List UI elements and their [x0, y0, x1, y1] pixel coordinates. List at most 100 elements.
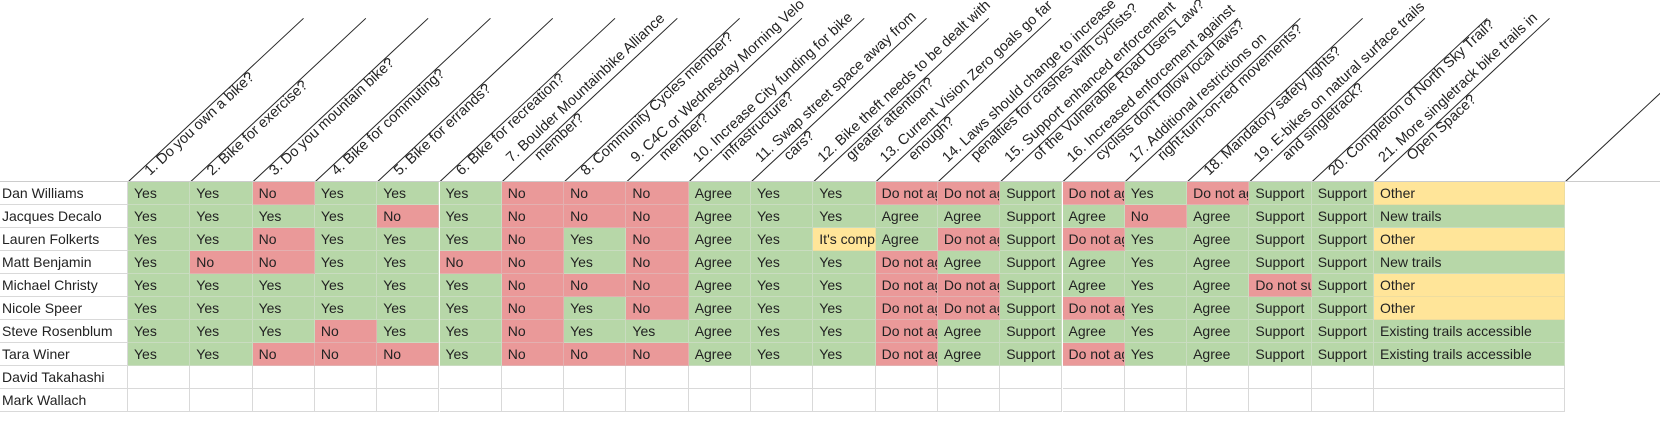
- response-cell[interactable]: No: [501, 205, 565, 228]
- response-cell[interactable]: Do not agree: [937, 297, 1001, 320]
- response-cell[interactable]: Yes: [190, 297, 253, 320]
- response-cell[interactable]: Agree: [688, 251, 751, 274]
- response-cell[interactable]: [314, 389, 378, 412]
- response-cell[interactable]: Agree: [937, 343, 1001, 366]
- response-cell[interactable]: Support: [1249, 251, 1312, 274]
- response-cell[interactable]: No: [501, 297, 565, 320]
- response-cell[interactable]: [875, 366, 938, 389]
- response-cell[interactable]: Yes: [128, 274, 191, 297]
- response-cell[interactable]: [377, 389, 440, 412]
- response-cell[interactable]: Yes: [128, 251, 191, 274]
- response-cell[interactable]: Agree: [688, 205, 751, 228]
- response-cell[interactable]: No: [501, 228, 565, 251]
- response-cell[interactable]: Yes: [813, 320, 876, 343]
- response-cell[interactable]: Agree: [688, 274, 751, 297]
- response-cell[interactable]: No: [501, 320, 565, 343]
- response-cell[interactable]: Do not agree: [937, 228, 1001, 251]
- response-cell[interactable]: [501, 389, 565, 412]
- response-cell[interactable]: No: [564, 274, 627, 297]
- response-cell[interactable]: Agree: [937, 251, 1001, 274]
- response-cell[interactable]: Existing trails accessible: [1374, 343, 1565, 366]
- response-cell[interactable]: Yes: [252, 274, 315, 297]
- response-cell[interactable]: Yes: [564, 320, 627, 343]
- response-cell[interactable]: Yes: [314, 182, 378, 205]
- question-header-8[interactable]: 8. Community Cycles member?: [578, 29, 737, 179]
- response-cell[interactable]: Agree: [1062, 320, 1125, 343]
- response-cell[interactable]: Agree: [1062, 205, 1125, 228]
- response-cell[interactable]: [190, 389, 253, 412]
- response-cell[interactable]: Yes: [751, 297, 814, 320]
- response-cell[interactable]: Yes: [377, 320, 440, 343]
- response-cell[interactable]: Do not agree: [875, 297, 938, 320]
- response-cell[interactable]: Yes: [439, 320, 502, 343]
- response-cell[interactable]: Yes: [751, 320, 814, 343]
- response-cell[interactable]: It's complicated: [813, 228, 876, 251]
- respondent-name[interactable]: Mark Wallach: [0, 389, 128, 412]
- response-cell[interactable]: Agree: [937, 320, 1001, 343]
- response-cell[interactable]: Agree: [1062, 251, 1125, 274]
- response-cell[interactable]: Agree: [1187, 343, 1250, 366]
- response-cell[interactable]: No: [626, 182, 689, 205]
- question-header-1[interactable]: 1. Do you own a bike?: [142, 69, 258, 179]
- response-cell[interactable]: Agree: [937, 205, 1001, 228]
- response-cell[interactable]: Other: [1374, 182, 1565, 205]
- response-cell[interactable]: Support: [1311, 343, 1374, 366]
- respondent-name[interactable]: David Takahashi: [0, 366, 128, 389]
- response-cell[interactable]: No: [501, 274, 565, 297]
- response-cell[interactable]: Do not agree: [937, 182, 1001, 205]
- respondent-name[interactable]: Jacques Decalo: [0, 205, 128, 228]
- response-cell[interactable]: [1249, 366, 1312, 389]
- response-cell[interactable]: Support: [1249, 228, 1312, 251]
- response-cell[interactable]: No: [314, 320, 378, 343]
- response-cell[interactable]: Do not agree: [1062, 343, 1125, 366]
- response-cell[interactable]: Agree: [688, 228, 751, 251]
- response-cell[interactable]: No: [252, 228, 315, 251]
- response-cell[interactable]: [314, 366, 378, 389]
- response-cell[interactable]: Yes: [813, 343, 876, 366]
- response-cell[interactable]: [813, 389, 876, 412]
- response-cell[interactable]: Support: [1249, 297, 1312, 320]
- response-cell[interactable]: No: [564, 182, 627, 205]
- response-cell[interactable]: Do not agree: [875, 182, 938, 205]
- response-cell[interactable]: Yes: [439, 182, 502, 205]
- response-cell[interactable]: Yes: [128, 320, 191, 343]
- response-cell[interactable]: Do not agree: [1187, 182, 1250, 205]
- response-cell[interactable]: [1311, 366, 1374, 389]
- response-cell[interactable]: Yes: [1124, 251, 1188, 274]
- response-cell[interactable]: Yes: [314, 297, 378, 320]
- response-cell[interactable]: Support: [1000, 320, 1063, 343]
- response-cell[interactable]: Support: [1000, 228, 1063, 251]
- response-cell[interactable]: [688, 366, 751, 389]
- response-cell[interactable]: Do not agree: [1062, 228, 1125, 251]
- response-cell[interactable]: Yes: [439, 228, 502, 251]
- response-cell[interactable]: [1062, 389, 1125, 412]
- response-cell[interactable]: Support: [1000, 205, 1063, 228]
- response-cell[interactable]: Yes: [751, 205, 814, 228]
- response-cell[interactable]: Do not agree: [875, 343, 938, 366]
- response-cell[interactable]: Yes: [564, 297, 627, 320]
- response-cell[interactable]: Yes: [751, 228, 814, 251]
- response-cell[interactable]: Do not agree: [1062, 182, 1125, 205]
- response-cell[interactable]: Agree: [1187, 320, 1250, 343]
- respondent-name[interactable]: Steve Rosenblum: [0, 320, 128, 343]
- response-cell[interactable]: Do not agree: [1062, 297, 1125, 320]
- response-cell[interactable]: [1374, 389, 1565, 412]
- question-header-3[interactable]: 3. Do you mountain bike?: [266, 55, 397, 179]
- response-cell[interactable]: Do not agree: [875, 320, 938, 343]
- response-cell[interactable]: [501, 366, 565, 389]
- response-cell[interactable]: Yes: [128, 182, 191, 205]
- response-cell[interactable]: [751, 389, 814, 412]
- response-cell[interactable]: Support: [1000, 251, 1063, 274]
- response-cell[interactable]: Yes: [128, 343, 191, 366]
- response-cell[interactable]: [1000, 389, 1063, 412]
- response-cell[interactable]: Support: [1000, 343, 1063, 366]
- response-cell[interactable]: Yes: [128, 297, 191, 320]
- response-cell[interactable]: Yes: [252, 297, 315, 320]
- response-cell[interactable]: Agree: [688, 343, 751, 366]
- response-cell[interactable]: No: [626, 205, 689, 228]
- response-cell[interactable]: No: [501, 343, 565, 366]
- response-cell[interactable]: No: [252, 251, 315, 274]
- response-cell[interactable]: Do not agree: [937, 274, 1001, 297]
- response-cell[interactable]: [626, 389, 689, 412]
- respondent-name[interactable]: Michael Christy: [0, 274, 128, 297]
